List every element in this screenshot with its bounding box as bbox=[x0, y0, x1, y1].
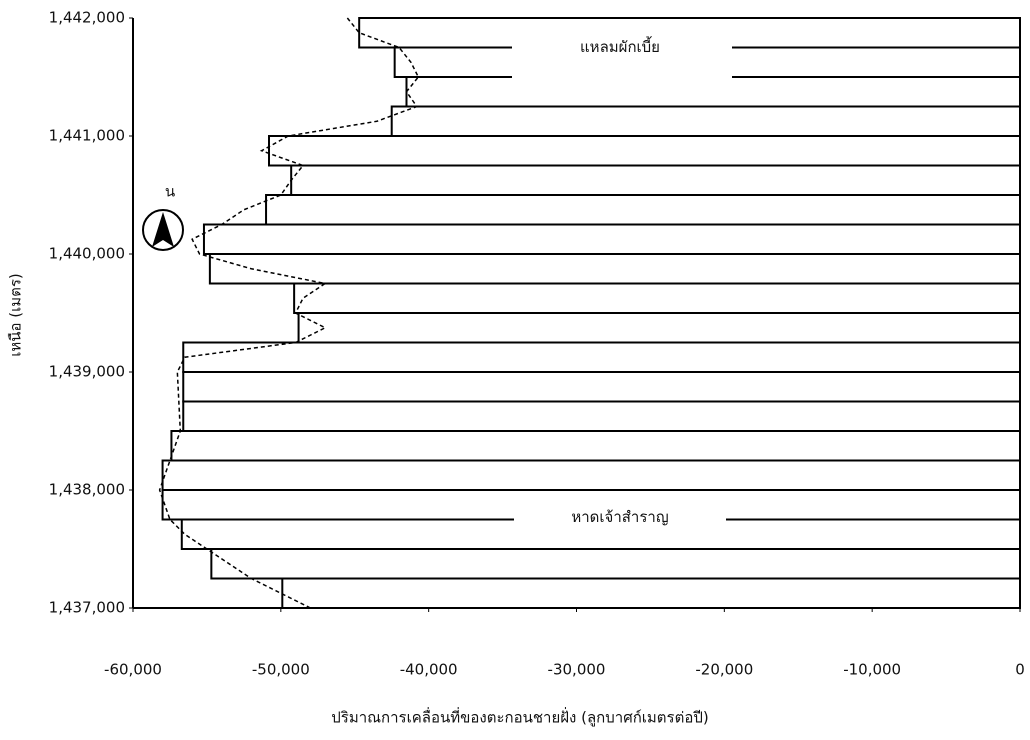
annotation-gap bbox=[514, 503, 726, 536]
north-arrow: น bbox=[142, 183, 184, 251]
bar bbox=[290, 164, 1022, 196]
bar bbox=[268, 135, 1021, 167]
trend-line bbox=[158, 17, 420, 609]
y-axis-label: เหนือ (เมตร) bbox=[7, 273, 25, 357]
x-tick-label: -10,000 bbox=[843, 661, 901, 679]
x-tick-label: -60,000 bbox=[104, 661, 162, 679]
y-tick-label: 1,442,000 bbox=[49, 9, 125, 27]
bar bbox=[281, 577, 1022, 609]
annotation: หาดเจ้าสำราญ bbox=[571, 508, 668, 526]
bar bbox=[182, 371, 1022, 403]
x-tick-label: -40,000 bbox=[400, 661, 458, 679]
bar bbox=[182, 400, 1022, 432]
bar bbox=[170, 430, 1022, 462]
bar bbox=[297, 312, 1022, 344]
bar bbox=[208, 253, 1021, 285]
north-pointer bbox=[152, 212, 174, 247]
y-tick-label: 1,439,000 bbox=[49, 363, 125, 381]
north-label: น bbox=[165, 183, 175, 201]
bar bbox=[210, 548, 1021, 580]
x-tick-label: -30,000 bbox=[548, 661, 606, 679]
annotation-gap bbox=[512, 35, 732, 95]
y-tick-label: 1,441,000 bbox=[49, 127, 125, 145]
bar bbox=[265, 194, 1021, 226]
bar bbox=[390, 105, 1022, 137]
x-tick-label: -50,000 bbox=[252, 661, 310, 679]
y-tick-label: 1,438,000 bbox=[49, 481, 125, 499]
y-tick-label: 1,437,000 bbox=[49, 599, 125, 617]
annotation: แหลมผักเบี้ย bbox=[580, 36, 660, 56]
x-axis-label: ปริมาณการเคลื่อนที่ของตะกอนชายฝั่ง (ลูกบ… bbox=[331, 707, 708, 727]
bar bbox=[161, 459, 1022, 491]
bar bbox=[182, 341, 1022, 373]
y-tick-label: 1,440,000 bbox=[49, 245, 125, 263]
x-tick-label: 0 bbox=[1015, 661, 1025, 679]
bar bbox=[202, 223, 1021, 255]
x-tick-label: -20,000 bbox=[695, 661, 753, 679]
bar bbox=[293, 282, 1022, 314]
